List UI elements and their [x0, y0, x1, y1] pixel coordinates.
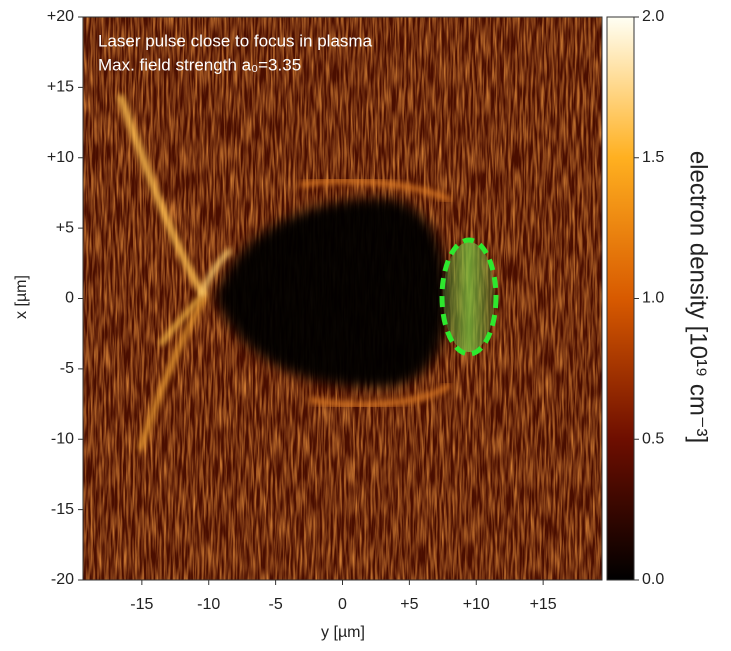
x-tick-label: +15 — [530, 596, 557, 613]
annotation: Max. field strength a₀=3.35 — [98, 55, 301, 74]
y-tick-label: -20 — [51, 571, 74, 588]
y-axis-label: x [µm] — [13, 275, 30, 319]
annotation: Laser pulse close to focus in plasma — [98, 31, 373, 50]
colorbar-label: electron density [10¹⁹ cm⁻³] — [685, 151, 712, 443]
density-field — [83, 17, 602, 580]
y-tick-label: +20 — [47, 8, 74, 25]
y-tick-label: +15 — [47, 79, 74, 96]
colorbar-tick-label: 2.0 — [642, 8, 664, 25]
x-axis-label: y [µm] — [321, 624, 365, 641]
y-tick-label: -15 — [51, 501, 74, 518]
y-tick-label: 0 — [65, 290, 74, 307]
y-tick-label: +10 — [47, 149, 74, 166]
colorbar-tick-label: 1.5 — [642, 149, 664, 166]
x-tick-label: -15 — [130, 596, 153, 613]
colorbar — [606, 16, 635, 581]
colorbar-tick-label: 0.5 — [642, 430, 664, 447]
y-tick-label: +5 — [56, 219, 74, 236]
x-tick-label: +5 — [400, 596, 418, 613]
y-tick-label: -5 — [60, 360, 74, 377]
colorbar-tick-label: 1.0 — [642, 290, 664, 307]
y-tick-label: -10 — [51, 430, 74, 447]
laser-pulse — [443, 242, 495, 352]
x-tick-label: -5 — [269, 596, 283, 613]
laser-outline — [439, 237, 499, 357]
x-tick-label: +10 — [463, 596, 490, 613]
x-tick-label: 0 — [338, 596, 347, 613]
x-tick-label: -10 — [197, 596, 220, 613]
colorbar-tick-label: 0.0 — [642, 571, 664, 588]
